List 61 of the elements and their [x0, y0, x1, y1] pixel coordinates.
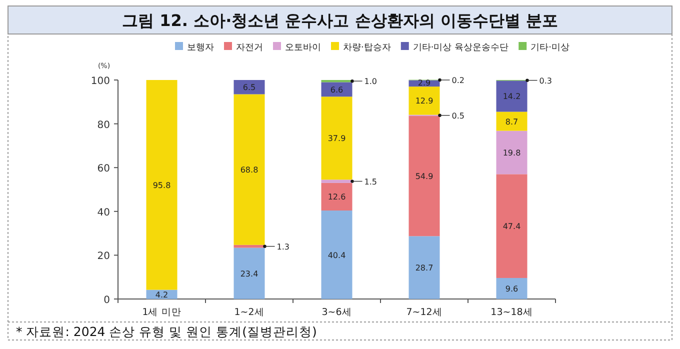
data-label: 0.2: [452, 76, 464, 85]
y-tick-label: 80: [97, 120, 110, 131]
chart-title: 그림 12. 소아·청소년 운수사고 손상환자의 이동수단별 분포: [122, 11, 558, 30]
legend-label: 보행자: [187, 43, 214, 53]
y-tick-label: 60: [97, 164, 110, 175]
y-tick-label: 100: [90, 76, 110, 87]
legend-label: 오토바이: [285, 43, 321, 53]
x-tick-label: 7~12세: [406, 307, 442, 318]
data-label: 95.8: [152, 180, 171, 190]
data-label: 12.9: [415, 96, 434, 106]
bar: [321, 182, 352, 211]
data-label: 12.6: [328, 192, 346, 202]
bar: [496, 130, 528, 174]
data-label: 1.3: [276, 242, 290, 252]
legend-label: 기타·미상: [530, 43, 570, 53]
data-label: 6.5: [242, 83, 256, 92]
data-label: 8.7: [505, 117, 518, 126]
bar: [321, 82, 352, 97]
bar: [146, 80, 178, 290]
data-label: 54.9: [415, 172, 434, 182]
text: * 자료원: 2024 손상 유형 및 원인 통계(질병관리청): [16, 324, 317, 339]
data-label: 28.7: [415, 264, 434, 273]
legend-label: 자전거: [236, 43, 263, 53]
bar: [234, 94, 265, 245]
x-tick-label: 1~2세: [234, 307, 264, 318]
data-label: 68.8: [240, 166, 258, 175]
bar: [234, 244, 265, 248]
bar: [234, 80, 265, 94]
data-label: 0.3: [539, 76, 552, 86]
bar: [496, 112, 528, 131]
legend-label: 차량·탑승자: [343, 43, 391, 53]
bar: [408, 86, 440, 115]
bar: [321, 180, 352, 183]
data-label: 2.9: [418, 78, 431, 88]
data-label: 0.5: [452, 111, 464, 120]
data-label: 9.6: [505, 284, 518, 294]
data-label: 1.5: [364, 177, 377, 186]
x-tick-label: 3~6세: [322, 307, 352, 318]
bar: [408, 236, 440, 299]
data-label: 1.0: [364, 77, 377, 86]
data-label: 40.4: [328, 250, 346, 260]
bar: [496, 80, 528, 112]
bar: [408, 116, 440, 236]
y-tick-label: 0: [104, 295, 110, 306]
bar: [234, 248, 265, 299]
bar: [321, 210, 352, 299]
legend-label: 기타·미상 육상운송수단: [412, 43, 509, 53]
data-label: 6.6: [330, 85, 344, 94]
bar: [496, 278, 528, 299]
data-label: 19.8: [502, 148, 521, 158]
x-tick-label: 13~18세: [490, 307, 533, 318]
data-label: 14.2: [502, 92, 521, 102]
y-tick-label: 20: [97, 251, 110, 262]
data-label: 37.9: [328, 134, 346, 144]
data-label: 47.4: [502, 222, 521, 232]
data-label: 23.4: [240, 269, 258, 278]
data-label: 4.2: [155, 290, 168, 300]
x-tick-label: 1세 미만: [142, 307, 182, 318]
bar: [321, 96, 352, 180]
bar: [496, 174, 528, 278]
y-tick-label: 40: [97, 207, 110, 218]
